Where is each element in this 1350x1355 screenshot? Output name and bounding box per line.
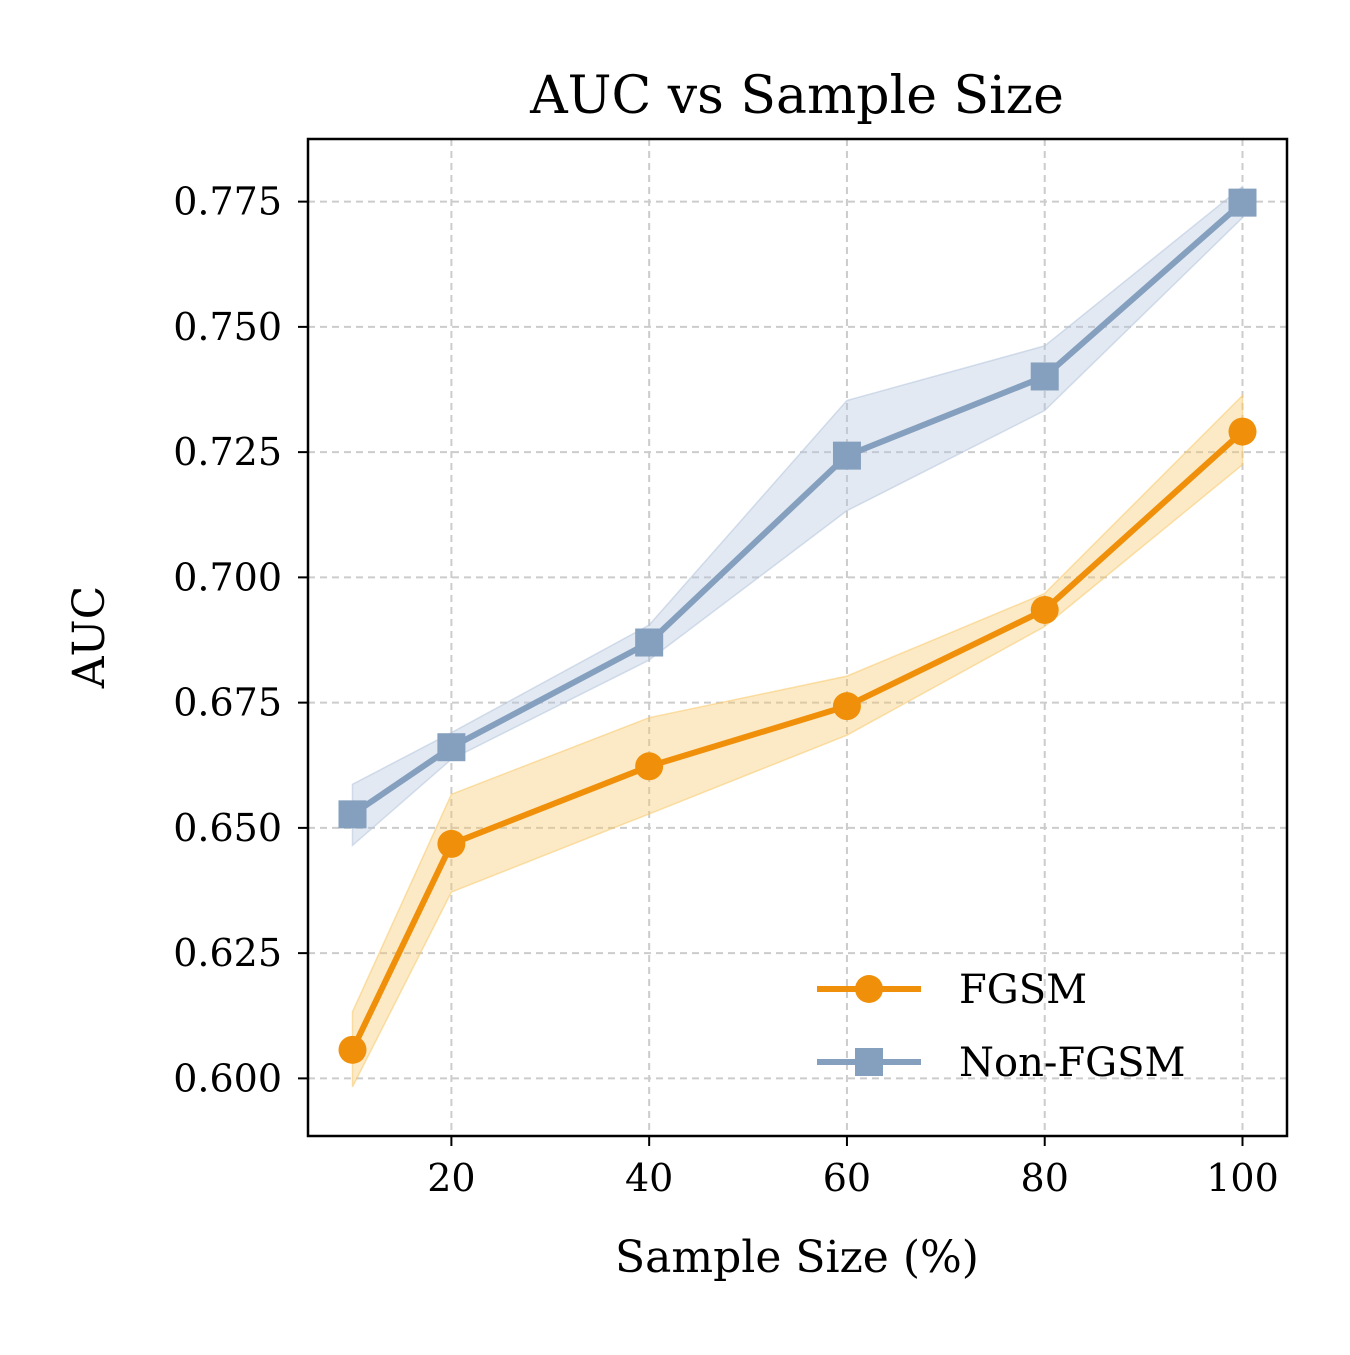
non-fgsm-line bbox=[350, 200, 1245, 817]
axis-ticks: 20 40 60 80 100 0.600 0.625 0.650 0.675 0.700 0.72… bbox=[173, 180, 1279, 1200]
y-tick-label: 0.725 bbox=[173, 430, 282, 474]
non-fgsm-point bbox=[338, 800, 367, 829]
y-tick-label: 0.675 bbox=[173, 681, 282, 725]
fgsm-point bbox=[437, 829, 466, 858]
fgsm-confidence-band bbox=[351, 393, 1244, 1088]
y-tick-label: 0.700 bbox=[173, 555, 282, 599]
non-fgsm-point bbox=[635, 628, 664, 657]
series-markers bbox=[338, 188, 1257, 1064]
non-fgsm-point bbox=[832, 441, 861, 470]
fgsm-point bbox=[1030, 595, 1059, 624]
y-tick-label: 0.625 bbox=[173, 931, 282, 975]
y-tick-label: 0.600 bbox=[173, 1056, 282, 1100]
fgsm-point bbox=[635, 752, 664, 781]
x-tick-label: 60 bbox=[823, 1156, 871, 1200]
plot-frame bbox=[306, 137, 1289, 1138]
x-tick-label: 20 bbox=[427, 1156, 475, 1200]
non-fgsm-point bbox=[437, 733, 466, 762]
non-fgsm-point bbox=[1228, 188, 1257, 217]
y-tick-label: 0.650 bbox=[173, 806, 282, 850]
y-axis-label: AUC bbox=[64, 586, 115, 690]
x-axis-label: Sample Size (%) bbox=[615, 1232, 979, 1283]
fgsm-line bbox=[349, 429, 1245, 1052]
y-tick-label: 0.750 bbox=[173, 305, 282, 349]
fgsm-point bbox=[338, 1035, 367, 1064]
x-tick-label: 80 bbox=[1021, 1156, 1069, 1200]
x-tick-label: 100 bbox=[1206, 1156, 1279, 1200]
legend-fgsm-label: FGSM bbox=[959, 967, 1087, 1013]
fgsm-point bbox=[832, 692, 861, 721]
legend-non-fgsm-label: Non-FGSM bbox=[959, 1040, 1185, 1086]
x-tick-label: 40 bbox=[625, 1156, 673, 1200]
legend-non-fgsm-marker bbox=[855, 1048, 883, 1076]
non-fgsm-point bbox=[1030, 362, 1059, 391]
legend-fgsm-marker bbox=[855, 975, 883, 1003]
y-tick-label: 0.775 bbox=[173, 180, 282, 224]
fgsm-point bbox=[1228, 417, 1257, 446]
series-lines bbox=[349, 200, 1245, 1052]
chart-title: AUC vs Sample Size bbox=[529, 66, 1064, 126]
legend: FGSM Non-FGSM bbox=[817, 967, 1185, 1086]
